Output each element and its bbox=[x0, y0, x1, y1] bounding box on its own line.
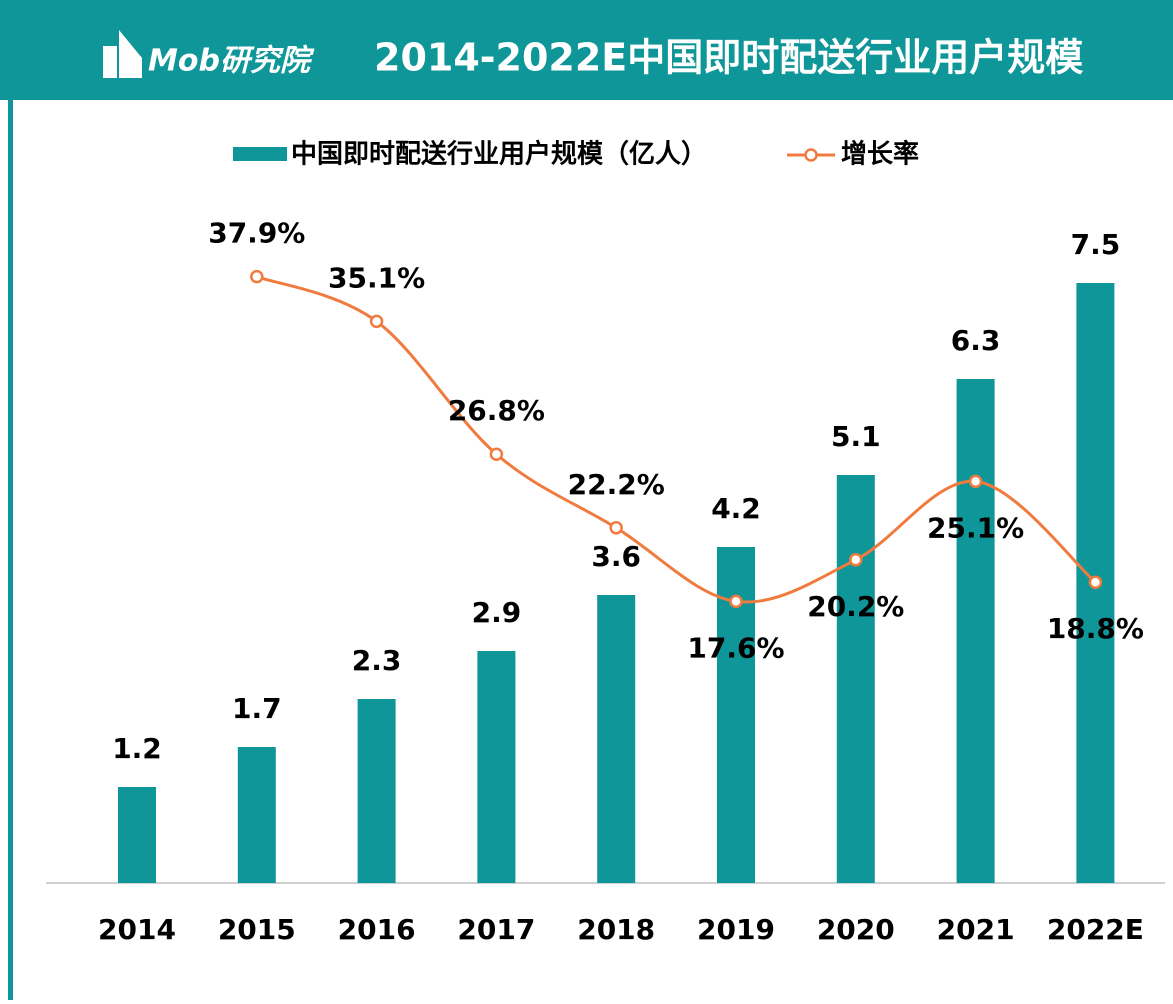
line-marker bbox=[729, 594, 743, 609]
bar-value-label: 2.9 bbox=[472, 596, 522, 629]
x-tick-label: 2020 bbox=[817, 913, 895, 946]
bar bbox=[597, 595, 636, 883]
line-marker bbox=[968, 474, 983, 489]
bar-value-label: 7.5 bbox=[1071, 228, 1121, 261]
bar bbox=[118, 787, 156, 883]
bar-value-label: 1.7 bbox=[232, 692, 282, 725]
bar-value-label: 2.3 bbox=[352, 644, 402, 677]
brand: Mob研究院 bbox=[148, 44, 315, 79]
header-bar bbox=[0, 0, 1173, 100]
legend-label: 增长率 bbox=[841, 139, 919, 170]
line-value-label: 20.2% bbox=[807, 590, 904, 623]
line-marker bbox=[849, 553, 863, 567]
line-marker bbox=[250, 269, 264, 284]
x-tick-label: 2018 bbox=[577, 913, 655, 946]
x-tick-label: 2017 bbox=[457, 913, 535, 946]
line-marker bbox=[609, 521, 623, 535]
bar-value-label: 4.2 bbox=[711, 492, 761, 525]
left-border bbox=[8, 100, 13, 1000]
chart-title: 2014-2022E中国即时配送行业用户规模 bbox=[374, 36, 1083, 80]
x-tick-label: 2019 bbox=[697, 913, 775, 946]
x-tick-label: 2014 bbox=[98, 913, 176, 946]
line-value-label: 17.6% bbox=[687, 631, 784, 664]
line bbox=[256, 275, 1097, 604]
bar-value-label: 6.3 bbox=[951, 324, 1001, 357]
x-tick-label: 2022E bbox=[1047, 913, 1144, 946]
x-tick-label: 2015 bbox=[218, 913, 296, 946]
bar bbox=[836, 475, 875, 883]
legend-swatch bbox=[233, 147, 287, 161]
line-value-label: 22.2% bbox=[568, 468, 665, 501]
bar bbox=[956, 379, 995, 883]
line-value-label: 26.8% bbox=[448, 394, 545, 427]
line-value-label: 18.8% bbox=[1047, 612, 1144, 645]
right-edge bbox=[1165, 100, 1173, 1000]
bar bbox=[357, 699, 396, 883]
legend-marker bbox=[804, 148, 818, 162]
line-value-label: 37.9% bbox=[208, 217, 305, 250]
x-tick-label: 2021 bbox=[937, 913, 1015, 946]
x-tick-label: 2016 bbox=[338, 913, 416, 946]
legend-label: 中国即时配送行业用户规模（亿人） bbox=[291, 139, 707, 170]
line-value-label: 25.1% bbox=[927, 511, 1024, 544]
line-value-label: 35.1% bbox=[328, 261, 425, 294]
logo-icon bbox=[103, 30, 142, 78]
line-marker bbox=[369, 314, 384, 329]
bar-value-label: 3.6 bbox=[591, 540, 641, 573]
bar bbox=[477, 651, 516, 883]
bar-value-label: 5.1 bbox=[831, 420, 881, 453]
bar bbox=[237, 747, 276, 883]
line-marker bbox=[489, 447, 504, 461]
line-marker bbox=[1088, 575, 1103, 589]
bar-value-label: 1.2 bbox=[112, 732, 162, 765]
